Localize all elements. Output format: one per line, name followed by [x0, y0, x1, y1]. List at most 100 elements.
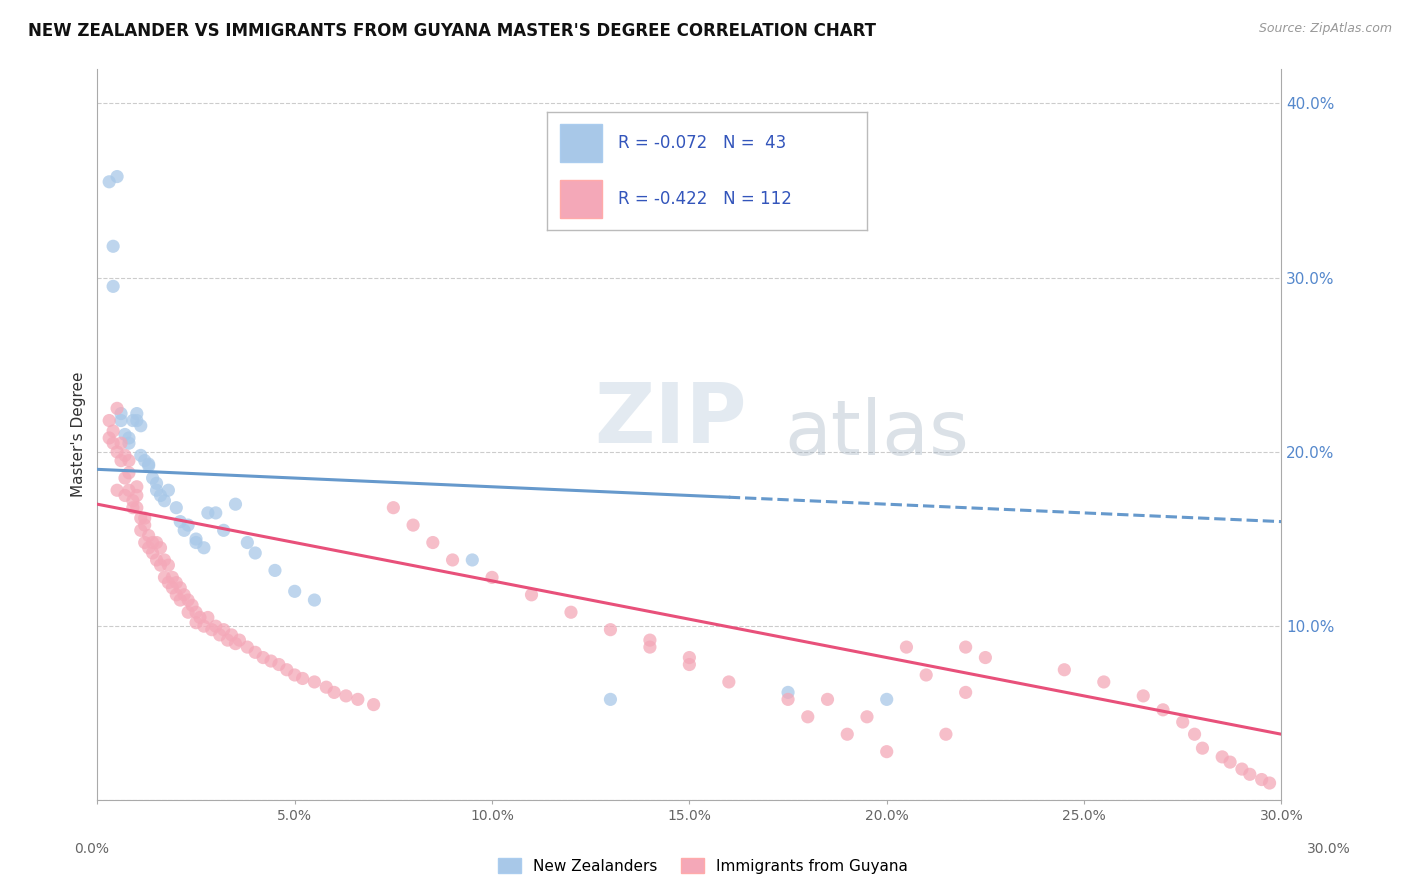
Point [165, 575, 187, 590]
Point [1184, 727, 1206, 741]
Text: Source: ZipAtlas.com: Source: ZipAtlas.com [1258, 22, 1392, 36]
Point [935, 727, 957, 741]
Point [138, 458, 160, 473]
Point [797, 710, 820, 724]
Point [224, 497, 246, 511]
Point [204, 619, 226, 633]
Point [461, 553, 484, 567]
Point [101, 239, 124, 253]
Point [118, 453, 141, 467]
Point [915, 668, 938, 682]
Point [197, 506, 219, 520]
Text: atlas: atlas [785, 398, 969, 472]
Point [101, 279, 124, 293]
Point [1191, 741, 1213, 756]
Point [122, 500, 145, 515]
Point [118, 431, 141, 445]
Point [98, 175, 121, 189]
Point [105, 483, 128, 498]
Legend: New Zealanders, Immigrants from Guyana: New Zealanders, Immigrants from Guyana [492, 852, 914, 880]
Point [142, 535, 165, 549]
Point [125, 488, 148, 502]
Point [149, 541, 172, 555]
Point [1258, 776, 1281, 790]
Point [224, 637, 246, 651]
Point [169, 515, 191, 529]
Point [129, 524, 152, 538]
Point [169, 593, 191, 607]
Point [149, 558, 172, 573]
Point [193, 541, 215, 555]
Point [776, 692, 799, 706]
Point [177, 518, 200, 533]
Point [101, 424, 124, 438]
Point [162, 581, 184, 595]
Point [153, 570, 176, 584]
Point [122, 493, 145, 508]
Point [110, 436, 132, 450]
Text: 0.0%: 0.0% [75, 842, 108, 856]
Point [188, 610, 211, 624]
Point [125, 480, 148, 494]
Point [145, 476, 167, 491]
Point [896, 640, 918, 654]
Point [157, 575, 180, 590]
Point [1092, 675, 1115, 690]
Point [335, 689, 357, 703]
Point [347, 692, 370, 706]
Point [267, 657, 290, 672]
Point [125, 500, 148, 515]
Point [197, 610, 219, 624]
Point [212, 524, 235, 538]
Point [169, 581, 191, 595]
Point [157, 558, 180, 573]
Point [1132, 689, 1154, 703]
Point [955, 685, 977, 699]
Point [1211, 750, 1233, 764]
Point [134, 453, 156, 467]
Point [217, 633, 239, 648]
Point [105, 445, 128, 459]
Point [145, 483, 167, 498]
Point [252, 650, 274, 665]
Point [1250, 772, 1272, 787]
Point [422, 535, 444, 549]
Point [193, 619, 215, 633]
Point [122, 413, 145, 427]
Point [153, 553, 176, 567]
Point [678, 650, 700, 665]
Point [118, 483, 141, 498]
Point [236, 535, 259, 549]
Point [98, 413, 121, 427]
Point [134, 511, 156, 525]
Point [110, 453, 132, 467]
Point [599, 623, 621, 637]
Point [441, 553, 464, 567]
Point [284, 668, 307, 682]
Point [245, 546, 267, 560]
Point [101, 436, 124, 450]
Point [114, 449, 136, 463]
Point [129, 449, 152, 463]
Point [520, 588, 543, 602]
Point [142, 546, 165, 560]
Point [173, 588, 195, 602]
Point [776, 685, 799, 699]
Point [114, 427, 136, 442]
Point [856, 710, 879, 724]
Point [236, 640, 259, 654]
Point [560, 605, 582, 619]
Point [228, 633, 250, 648]
Point [876, 692, 898, 706]
Text: NEW ZEALANDER VS IMMIGRANTS FROM GUYANA MASTER'S DEGREE CORRELATION CHART: NEW ZEALANDER VS IMMIGRANTS FROM GUYANA … [28, 22, 876, 40]
Point [114, 488, 136, 502]
Text: 30.0%: 30.0% [1306, 842, 1351, 856]
Y-axis label: Master's Degree: Master's Degree [72, 372, 86, 497]
Point [184, 532, 207, 546]
Point [184, 605, 207, 619]
Point [304, 593, 326, 607]
Point [481, 570, 503, 584]
Point [1053, 663, 1076, 677]
Point [315, 680, 337, 694]
Point [817, 692, 839, 706]
